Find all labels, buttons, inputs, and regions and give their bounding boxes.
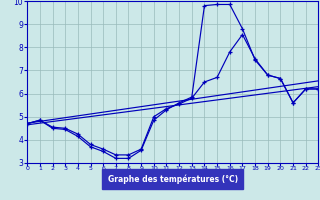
X-axis label: Graphe des températures (°C): Graphe des températures (°C) bbox=[108, 174, 238, 184]
